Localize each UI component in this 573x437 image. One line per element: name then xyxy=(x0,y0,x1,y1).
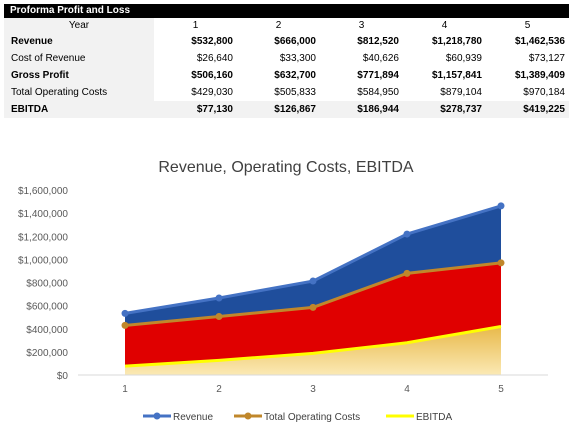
year-header: 1 xyxy=(192,20,199,31)
data-point xyxy=(215,313,223,321)
y-tick-label: $1,400,000 xyxy=(18,209,68,220)
legend-marker xyxy=(244,412,252,420)
cell-value: $429,030 xyxy=(191,87,233,98)
table-title: Proforma Profit and Loss xyxy=(4,4,569,18)
cell-value: $419,225 xyxy=(486,101,569,118)
data-point xyxy=(121,321,129,329)
cell-value: $186,944 xyxy=(320,101,403,118)
table-header-row: Year 1 2 3 4 5 xyxy=(4,18,569,33)
cell-value: $40,626 xyxy=(362,53,399,64)
x-tick-label: 1 xyxy=(122,384,128,395)
year-header: 2 xyxy=(275,20,282,31)
profit-loss-table: Proforma Profit and Loss Year 1 2 3 4 5 … xyxy=(4,4,569,118)
data-point xyxy=(215,294,223,302)
legend-label: EBITDA xyxy=(416,412,452,423)
x-axis: 1 2 3 4 5 xyxy=(78,374,548,395)
y-tick-label: $1,200,000 xyxy=(18,232,68,243)
legend: Revenue Total Operating Costs EBITDA xyxy=(143,412,452,423)
year-label: Year xyxy=(4,18,154,33)
row-label: Cost of Revenue xyxy=(4,50,154,67)
cell-value: $126,867 xyxy=(237,101,320,118)
year-header: 3 xyxy=(358,20,365,31)
legend-item: Revenue xyxy=(143,412,213,423)
legend-item: Total Operating Costs xyxy=(234,412,360,423)
cell-value: $1,389,409 xyxy=(514,70,565,81)
area-chart: Revenue, Operating Costs, EBITDA $0 $200,… xyxy=(18,159,548,423)
table-row-total-operating-costs: Total Operating Costs $429,030 $505,833 … xyxy=(4,84,569,101)
data-point xyxy=(497,202,505,210)
cell-value: $771,894 xyxy=(357,70,399,81)
y-tick-label: $0 xyxy=(57,371,69,382)
cell-value: $505,833 xyxy=(274,87,316,98)
x-tick-label: 2 xyxy=(216,384,222,395)
data-point xyxy=(403,269,411,277)
legend-label: Revenue xyxy=(173,412,213,423)
cell-value: $26,640 xyxy=(196,53,233,64)
y-tick-label: $800,000 xyxy=(26,279,68,290)
cell-value: $77,130 xyxy=(154,101,237,118)
series-lines xyxy=(121,202,505,368)
series-area-2 xyxy=(125,326,501,375)
series-areas xyxy=(125,205,501,375)
table-row-revenue: Revenue $532,800 $666,000 $812,520 $1,21… xyxy=(4,33,569,50)
row-label: Revenue xyxy=(4,33,154,50)
cell-value: $584,950 xyxy=(357,87,399,98)
y-tick-label: $1,600,000 xyxy=(18,186,68,197)
table-row-gross-profit: Gross Profit $506,160 $632,700 $771,894 … xyxy=(4,67,569,84)
y-axis: $0 $200,000 $400,000 $600,000 $800,000 $1,000… xyxy=(18,186,68,382)
cell-value: $532,800 xyxy=(191,36,233,47)
cell-value: $879,104 xyxy=(440,87,482,98)
x-tick-label: 5 xyxy=(498,384,504,395)
cell-value: $506,160 xyxy=(191,70,233,81)
y-tick-label: $400,000 xyxy=(26,325,68,336)
data-point xyxy=(309,303,317,311)
y-tick-label: $200,000 xyxy=(26,348,68,359)
data-point xyxy=(121,309,129,317)
row-label: EBITDA xyxy=(4,101,154,118)
year-header: 5 xyxy=(524,20,531,31)
legend-marker xyxy=(153,412,161,420)
cell-value: $278,737 xyxy=(403,101,486,118)
cell-value: $33,300 xyxy=(279,53,316,64)
cell-value: $60,939 xyxy=(445,53,482,64)
x-tick-label: 3 xyxy=(310,384,316,395)
row-label: Total Operating Costs xyxy=(4,84,154,101)
profit-loss-grid: Year 1 2 3 4 5 Revenue $532,800 $666,000… xyxy=(4,18,569,118)
cell-value: $73,127 xyxy=(528,53,565,64)
series-line-2 xyxy=(124,325,502,368)
cell-value: $1,462,536 xyxy=(514,36,565,47)
data-point xyxy=(497,259,505,267)
table-row-ebitda: EBITDA $77,130 $126,867 $186,944 $278,73… xyxy=(4,101,569,118)
data-point xyxy=(309,277,317,285)
cell-value: $632,700 xyxy=(274,70,316,81)
y-tick-label: $600,000 xyxy=(26,302,68,313)
cell-value: $970,184 xyxy=(523,87,565,98)
data-point xyxy=(403,230,411,238)
row-label: Gross Profit xyxy=(4,67,154,84)
legend-item: EBITDA xyxy=(386,412,452,423)
year-header: 4 xyxy=(441,20,448,31)
y-tick-label: $1,000,000 xyxy=(18,255,68,266)
legend-label: Total Operating Costs xyxy=(264,412,360,423)
cell-value: $1,157,841 xyxy=(431,70,482,81)
cell-value: $1,218,780 xyxy=(431,36,482,47)
cell-value: $666,000 xyxy=(274,36,316,47)
cell-value: $812,520 xyxy=(357,36,399,47)
chart-title: Revenue, Operating Costs, EBITDA xyxy=(158,159,414,176)
x-tick-label: 4 xyxy=(404,384,410,395)
table-row-cost-of-revenue: Cost of Revenue $26,640 $33,300 $40,626 … xyxy=(4,50,569,67)
